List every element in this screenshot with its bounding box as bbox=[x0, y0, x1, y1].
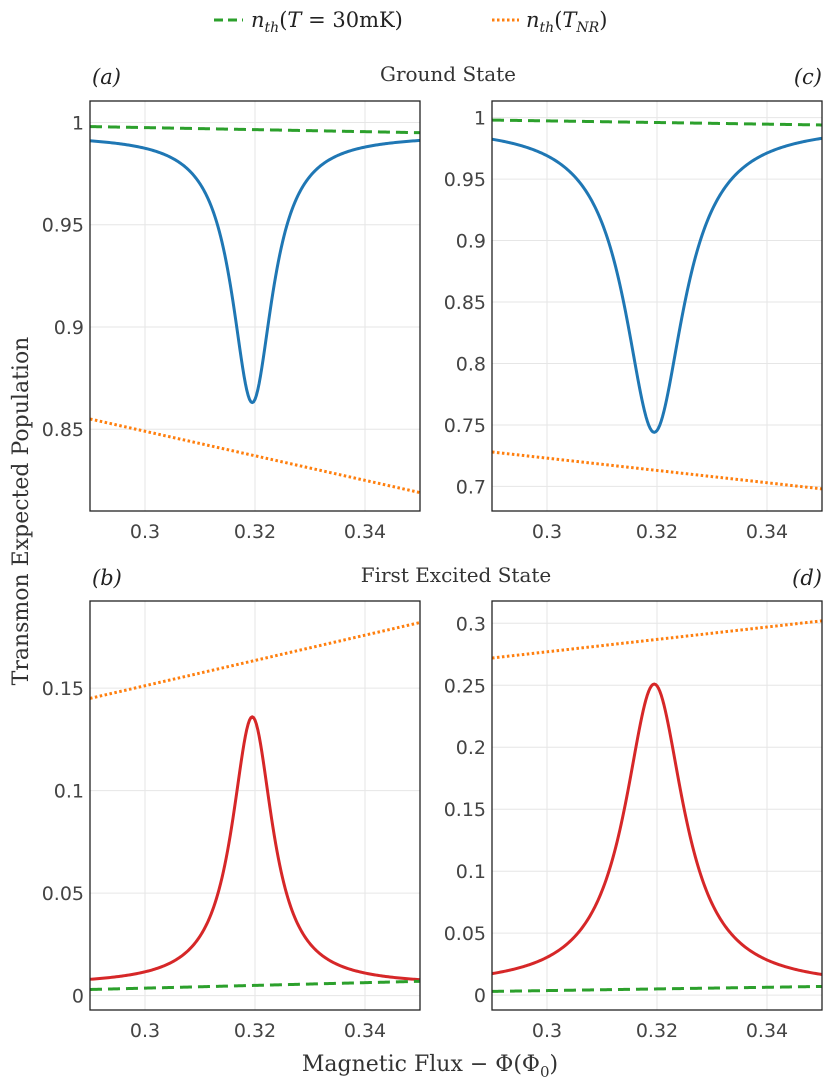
legend-orange-sub2: NR bbox=[575, 20, 599, 36]
panel-label-d: (d) bbox=[792, 566, 822, 590]
x-tick-label: 0.32 bbox=[234, 521, 276, 543]
plot-area-d bbox=[492, 619, 822, 993]
x-tick-label: 0.32 bbox=[234, 1020, 276, 1042]
series-green-line bbox=[492, 118, 822, 127]
y-tick-label: 1 bbox=[72, 112, 84, 134]
x-axis-title: Magnetic Flux − Φ(Φ0) bbox=[302, 1052, 558, 1081]
legend-orange-T: T bbox=[562, 8, 578, 32]
y-tick-label: 0.9 bbox=[456, 231, 486, 253]
x-axis-title-text: Magnetic Flux − Φ(Φ bbox=[302, 1052, 540, 1077]
series-green-line bbox=[492, 984, 822, 993]
y-tick-label: 1 bbox=[474, 108, 486, 130]
x-tick-label: 0.34 bbox=[344, 521, 386, 543]
y-tick-label: 0.95 bbox=[444, 169, 486, 191]
series-green-line bbox=[90, 979, 420, 991]
series-orange-line bbox=[90, 621, 420, 700]
plot-area-c bbox=[492, 118, 822, 491]
y-tick-label: 0.3 bbox=[456, 613, 486, 635]
legend-orange-n: n bbox=[526, 8, 540, 32]
axes-frame bbox=[89, 600, 421, 1011]
y-tick-label: 0.1 bbox=[456, 861, 486, 883]
y-tick-label: 0.05 bbox=[42, 883, 84, 905]
legend-orange-close: ) bbox=[599, 8, 607, 32]
panel-label-c: (c) bbox=[794, 65, 822, 89]
y-tick-label: 0.9 bbox=[54, 317, 84, 339]
first-excited-state-title: First Excited State bbox=[361, 563, 552, 587]
panel-c: 0.3 0.32 0.34 0.7 0.75 0.8 0.85 0.9 0.95 1 (c) bbox=[444, 65, 823, 543]
series-blue-line bbox=[90, 138, 420, 405]
legend-green-T: T bbox=[287, 8, 303, 32]
legend-orange-label: nth(TNR) bbox=[526, 8, 607, 36]
y-tick-label: 0.1 bbox=[54, 781, 84, 803]
axes-frame bbox=[491, 100, 823, 512]
legend-green-sub: th bbox=[265, 20, 280, 36]
legend-orange-open: ( bbox=[554, 8, 562, 32]
legend-green-rest: ( bbox=[279, 8, 287, 32]
x-tick-label: 0.34 bbox=[344, 1020, 386, 1042]
series-orange-line bbox=[492, 450, 822, 491]
y-tick-label: 0.25 bbox=[444, 675, 486, 697]
y-tick-label: 0.2 bbox=[456, 737, 486, 759]
y-tick-label: 0.15 bbox=[444, 799, 486, 821]
panel-label-a: (a) bbox=[92, 65, 121, 89]
ground-state-title: Ground State bbox=[380, 62, 516, 86]
axes-frame bbox=[89, 100, 421, 512]
x-tick-label: 0.32 bbox=[636, 1020, 678, 1042]
series-blue-line bbox=[492, 136, 822, 434]
panel-d: 0.3 0.32 0.34 0 0.05 0.1 0.15 0.2 0.25 0.3 (d) bbox=[444, 566, 823, 1042]
x-tick-label: 0.34 bbox=[746, 1020, 788, 1042]
series-green-line bbox=[90, 125, 420, 135]
x-axis-title-close: ) bbox=[550, 1052, 559, 1077]
x-tick-label: 0.3 bbox=[532, 1020, 562, 1042]
series-red-line bbox=[90, 715, 420, 982]
x-tick-label: 0.34 bbox=[746, 521, 788, 543]
axes-frame bbox=[491, 600, 823, 1011]
legend-green-n: n bbox=[251, 8, 265, 32]
legend-green-val: = 30mK) bbox=[301, 8, 402, 32]
series-red-line bbox=[492, 682, 822, 976]
panels: 0.3 0.32 0.340.850.90.951(a)0.3 0.32 0.3400.… bbox=[42, 65, 823, 1042]
panel-a: 0.3 0.32 0.34 0.85 0.9 0.95 1 (a) bbox=[42, 65, 421, 543]
panel-label-b: (b) bbox=[92, 566, 122, 590]
plot-area-a bbox=[90, 125, 420, 495]
x-axis-title-sub: 0 bbox=[540, 1063, 550, 1081]
legend: nth(T = 30mK) nth(TNR) bbox=[214, 8, 607, 36]
y-axis-title: Transmon Expected Population bbox=[9, 337, 34, 686]
x-tick-label: 0.3 bbox=[532, 521, 562, 543]
y-tick-label: 0.75 bbox=[444, 415, 486, 437]
series-orange-line bbox=[90, 417, 420, 495]
panel-b: 0.3 0.32 0.34 0 0.05 0.1 0.15 (b) bbox=[42, 566, 421, 1042]
plot-area-b bbox=[90, 621, 420, 991]
y-tick-label: 0.85 bbox=[444, 292, 486, 314]
y-tick-label: 0.95 bbox=[42, 215, 84, 237]
x-tick-label: 0.32 bbox=[636, 521, 678, 543]
y-tick-label: 0.85 bbox=[42, 419, 84, 441]
x-tick-label: 0.3 bbox=[130, 521, 160, 543]
y-tick-label: 0.05 bbox=[444, 923, 486, 945]
y-tick-label: 0.8 bbox=[456, 353, 486, 375]
y-tick-label: 0 bbox=[72, 986, 84, 1008]
x-tick-label: 0.3 bbox=[130, 1020, 160, 1042]
series-orange-line bbox=[492, 619, 822, 660]
legend-orange-sub: th bbox=[540, 20, 555, 36]
y-tick-label: 0 bbox=[474, 985, 486, 1007]
legend-green-label: nth(T = 30mK) bbox=[251, 8, 403, 36]
y-tick-label: 0.7 bbox=[456, 476, 486, 498]
y-tick-label: 0.15 bbox=[42, 678, 84, 700]
